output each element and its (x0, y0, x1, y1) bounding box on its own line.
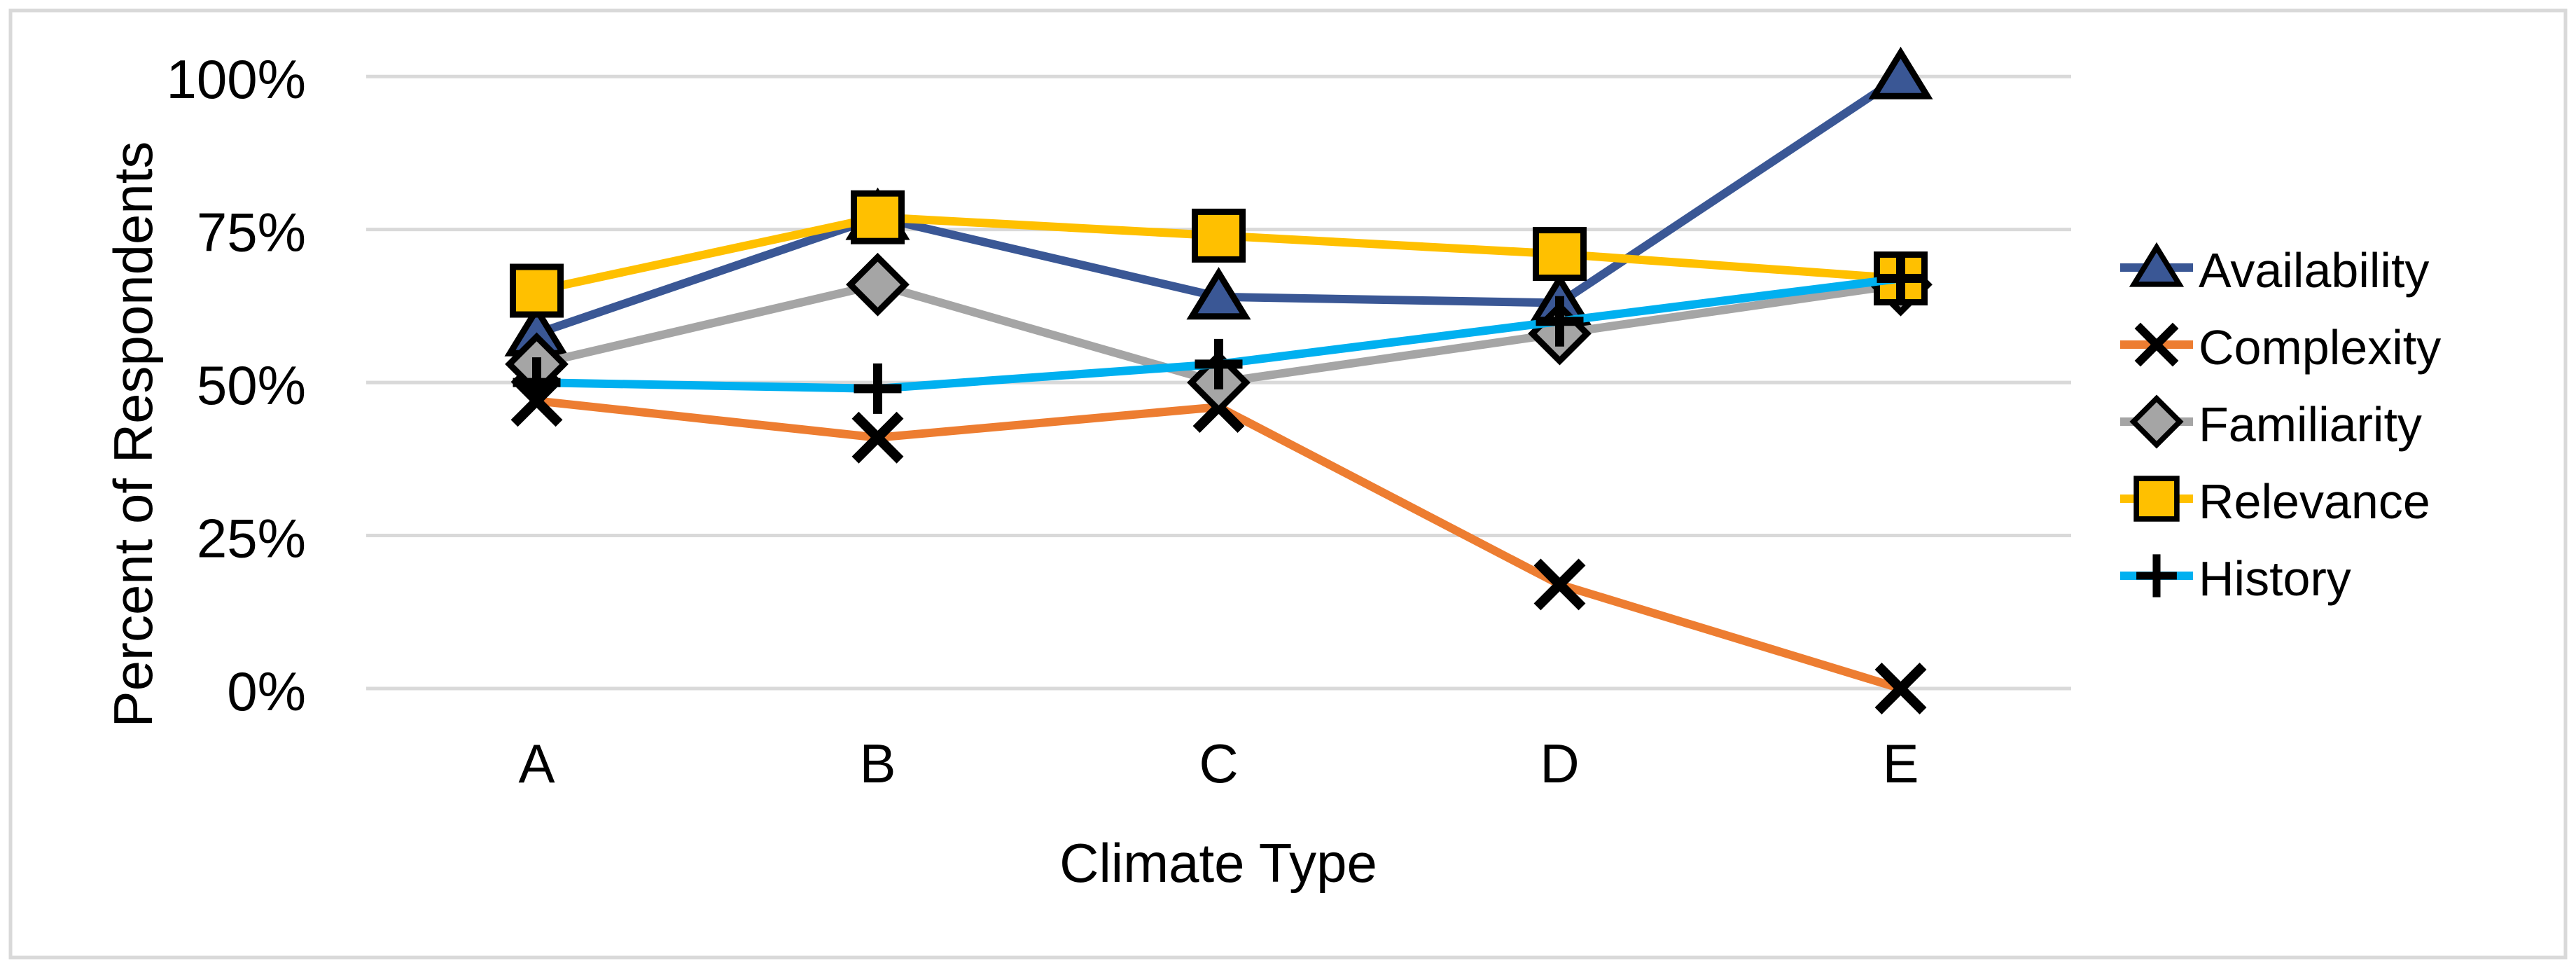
marker-history-E (1877, 253, 1925, 304)
series-line-complexity (536, 396, 1902, 693)
marker-history-D (1536, 296, 1584, 347)
marker-complexity-E (1874, 663, 1927, 714)
x-category-label: C (1199, 733, 1238, 794)
marker-history-A (513, 357, 561, 408)
marker-complexity-D (1533, 558, 1586, 611)
x-category-label: B (859, 733, 896, 794)
y-tick-label: 50% (197, 354, 306, 416)
marker-history-B (854, 363, 902, 414)
x-category-label: A (518, 733, 555, 794)
x-category-label: D (1540, 733, 1579, 794)
y-tick-label: 100% (167, 48, 307, 110)
legend-item-relevance: Relevance (2120, 474, 2430, 529)
legend-label: Relevance (2199, 474, 2430, 529)
chart-border (8, 8, 2568, 960)
marker-relevance-B (851, 190, 905, 244)
series-plot (504, 46, 1933, 714)
marker-complexity-B (851, 411, 904, 464)
series-history (513, 253, 1925, 414)
legend-item-history: History (2120, 551, 2351, 606)
legend-label: Availability (2199, 243, 2429, 298)
y-tick-label: 25% (197, 508, 306, 569)
legend-diamond-icon (2129, 394, 2184, 449)
y-tick-label: 0% (227, 661, 306, 722)
chart-border-line (8, 8, 2568, 960)
marker-history-C (1195, 338, 1243, 389)
legend-label: Complexity (2199, 320, 2441, 375)
legend-label: Familiarity (2199, 397, 2422, 452)
series-complexity (510, 375, 1927, 714)
x-axis-title: Climate Type (1059, 832, 1377, 894)
legend: Availability Complexity Familiarity Relevan… (2120, 242, 2441, 606)
legend-x-icon (2134, 322, 2179, 367)
x-category-label: E (1882, 733, 1919, 794)
axis-tick-labels: 100% 75% 50% 25% 0% A B C D E (167, 48, 1919, 794)
legend-item-complexity: Complexity (2120, 320, 2441, 375)
marker-relevance-A (510, 263, 564, 318)
marker-availability-E (1868, 46, 1933, 99)
legend-item-availability: Availability (2120, 242, 2429, 298)
marker-relevance-D (1533, 227, 1587, 282)
marker-familiarity-B (846, 252, 910, 317)
legend-plus-icon (2136, 554, 2177, 597)
y-axis-title: Percent of Respondents (102, 141, 164, 728)
marker-availability-C (1186, 267, 1251, 320)
marker-relevance-C (1192, 208, 1246, 263)
y-tick-label: 75% (197, 202, 306, 263)
legend-triangle-icon (2129, 242, 2185, 287)
legend-item-familiarity: Familiarity (2120, 394, 2422, 452)
legend-label: History (2199, 551, 2351, 606)
legend-square-icon (2133, 476, 2180, 522)
